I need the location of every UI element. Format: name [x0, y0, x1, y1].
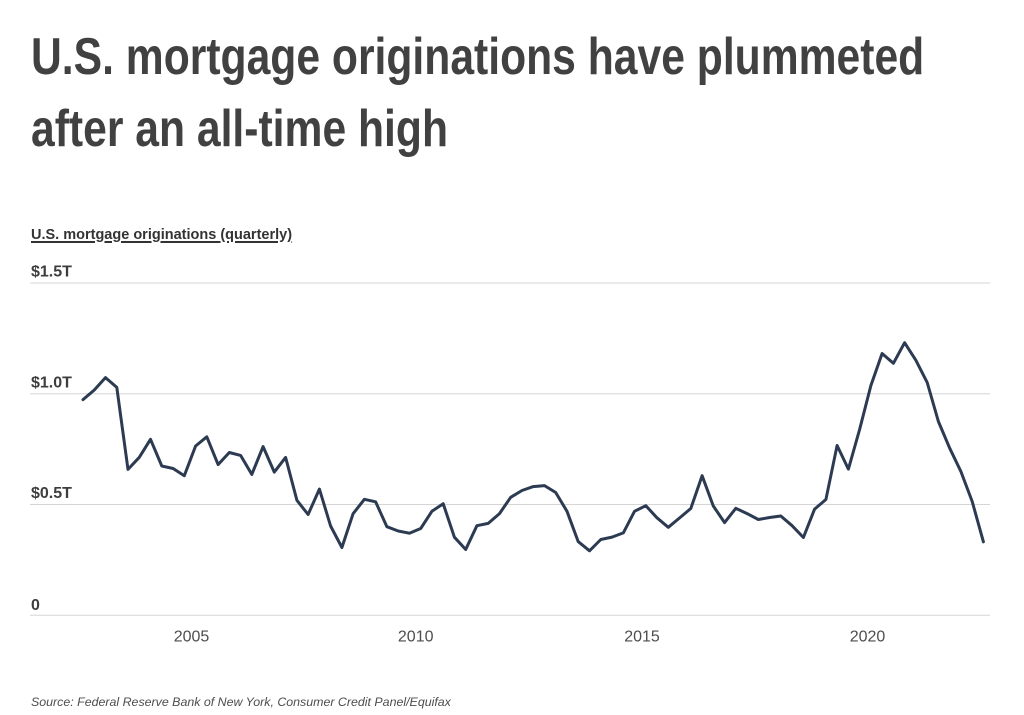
- svg-text:2010: 2010: [398, 629, 434, 646]
- svg-text:2020: 2020: [850, 629, 886, 646]
- svg-text:$0.5T: $0.5T: [31, 485, 72, 502]
- svg-text:2015: 2015: [624, 629, 660, 646]
- svg-text:2005: 2005: [174, 629, 210, 646]
- svg-text:$1.5T: $1.5T: [31, 264, 72, 281]
- svg-text:0: 0: [31, 597, 40, 614]
- svg-text:$1.0T: $1.0T: [31, 375, 72, 392]
